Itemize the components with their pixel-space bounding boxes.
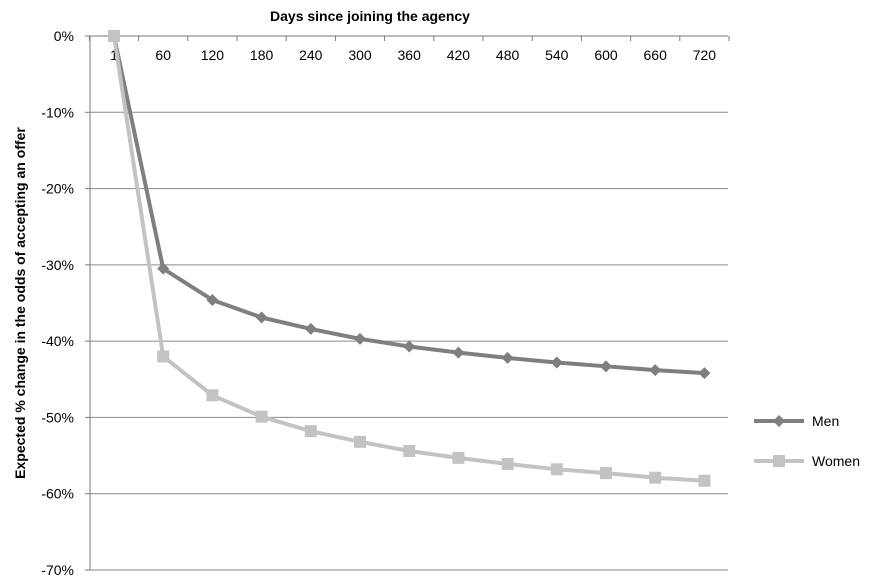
- axes: [85, 35, 730, 571]
- x-tick-label: 300: [348, 47, 372, 63]
- data-point-diamond: [452, 346, 465, 359]
- data-point-square: [255, 410, 268, 423]
- data-point-diamond: [698, 367, 711, 380]
- x-tick-label: 180: [250, 47, 274, 63]
- legend-label: Men: [812, 413, 839, 429]
- y-tick-label: 0%: [54, 28, 74, 44]
- y-tick-label: -40%: [41, 333, 74, 349]
- y-tick-label: -20%: [41, 181, 74, 197]
- data-point-diamond: [255, 311, 268, 324]
- data-point-square: [501, 457, 514, 470]
- x-tick-label: 600: [594, 47, 618, 63]
- x-tick-label: 420: [447, 47, 471, 63]
- y-axis-title: Expected % change in the odds of accepti…: [12, 127, 28, 479]
- y-tick-label: -10%: [41, 104, 74, 120]
- x-axis-title: Days since joining the agency: [270, 8, 470, 24]
- y-tick-label: -70%: [41, 562, 74, 578]
- data-point-square: [403, 444, 416, 457]
- data-point-diamond: [206, 293, 219, 306]
- data-point-diamond: [649, 364, 662, 377]
- data-point-square: [354, 435, 366, 448]
- x-tick-label: 540: [545, 47, 569, 63]
- x-tick-label: 480: [496, 47, 520, 63]
- series-lines: [108, 30, 711, 487]
- data-point-square: [108, 30, 120, 42]
- data-point-square: [698, 474, 711, 487]
- data-point-square: [550, 463, 563, 476]
- x-tick-label: 360: [398, 47, 422, 63]
- y-tick-labels: 0% -10% -20% -30% -40% -50% -60% -70%: [41, 28, 74, 578]
- series-men: [108, 30, 711, 380]
- data-point-square: [157, 350, 170, 363]
- series-women: [108, 30, 711, 487]
- x-tick-label: 1: [110, 47, 118, 63]
- legend-item-men: Men: [754, 413, 839, 429]
- data-point-diamond: [304, 322, 317, 335]
- legend-item-women: Women: [754, 453, 860, 469]
- legend: Men Women: [754, 413, 860, 469]
- data-point-square: [600, 467, 612, 480]
- y-tick-label: -30%: [41, 257, 74, 273]
- data-point-square: [206, 389, 219, 402]
- data-point-square: [452, 451, 465, 464]
- data-point-diamond: [354, 332, 366, 345]
- x-tick-label: 60: [155, 47, 171, 63]
- data-point-diamond: [403, 340, 416, 353]
- data-point-diamond: [550, 356, 563, 369]
- x-tick-labels: 1 60 120 180 240 300 360 420 480 540 600 660 720: [110, 47, 716, 63]
- x-tick-label: 660: [644, 47, 668, 63]
- data-point-diamond: [501, 351, 514, 364]
- data-point-diamond: [600, 360, 612, 373]
- gridlines: [90, 111, 728, 571]
- data-point-diamond: [157, 262, 170, 275]
- legend-marker-diamond: [773, 415, 785, 427]
- y-tick-label: -60%: [41, 486, 74, 502]
- x-tick-label: 120: [201, 47, 225, 63]
- legend-label: Women: [812, 453, 860, 469]
- x-tick-label: 240: [299, 47, 323, 63]
- series-line: [112, 35, 705, 376]
- y-tick-label: -50%: [41, 409, 74, 425]
- data-point-square: [304, 425, 317, 438]
- data-point-square: [649, 471, 662, 484]
- series-line: [112, 35, 705, 483]
- x-tick-label: 720: [693, 47, 717, 63]
- legend-marker-square: [773, 455, 785, 467]
